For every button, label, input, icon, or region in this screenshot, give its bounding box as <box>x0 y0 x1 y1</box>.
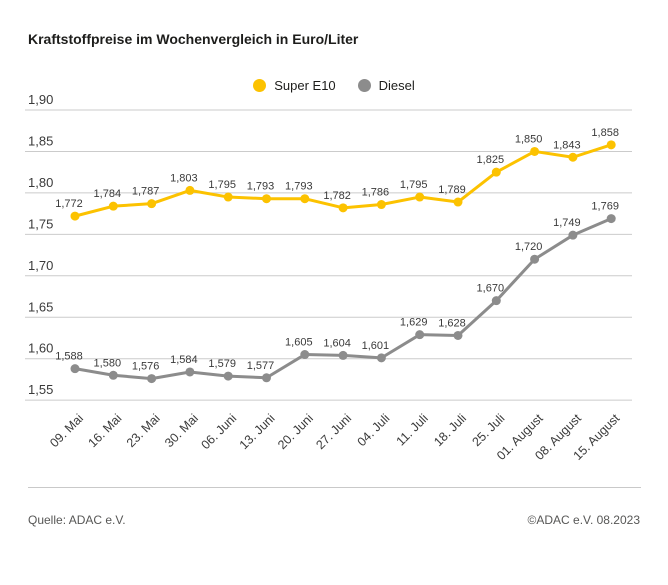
data-point-super-e10 <box>376 200 386 210</box>
y-tick-label: 1,65 <box>28 299 53 314</box>
data-point-super-e10 <box>70 211 80 221</box>
data-point-label-diesel: 1,604 <box>323 337 351 349</box>
data-point-super-e10 <box>415 192 425 202</box>
data-point-diesel <box>453 330 463 340</box>
data-point-label-diesel: 1,579 <box>208 358 236 370</box>
data-point-diesel <box>338 350 348 360</box>
x-tick-label: 11. Juli <box>394 411 431 448</box>
data-point-super-e10 <box>300 194 310 204</box>
data-point-label-super-e10: 1,825 <box>477 154 505 166</box>
data-point-label-diesel: 1,628 <box>438 317 466 329</box>
y-tick-label: 1,70 <box>28 258 53 273</box>
data-point-diesel <box>376 353 386 363</box>
data-point-label-diesel: 1,584 <box>170 354 198 366</box>
data-point-super-e10 <box>530 146 540 156</box>
data-point-diesel <box>606 214 616 224</box>
data-point-label-super-e10: 1,782 <box>323 190 351 202</box>
data-point-label-super-e10: 1,793 <box>285 181 313 193</box>
super-e10-marker-icon <box>253 79 267 92</box>
data-point-label-super-e10: 1,843 <box>553 139 581 151</box>
data-point-label-super-e10: 1,787 <box>132 186 160 198</box>
data-point-label-diesel: 1,576 <box>132 361 160 373</box>
data-point-diesel <box>415 330 425 340</box>
y-tick-label: 1,85 <box>28 133 53 148</box>
data-point-label-diesel: 1,601 <box>362 340 390 352</box>
data-point-super-e10 <box>262 194 271 204</box>
data-point-label-super-e10: 1,858 <box>591 127 619 139</box>
legend-item-diesel: Diesel <box>357 78 415 93</box>
data-point-label-diesel: 1,720 <box>515 241 543 253</box>
y-tick-label: 1,60 <box>28 341 53 356</box>
data-point-label-super-e10: 1,793 <box>247 181 275 193</box>
x-tick-label: 25. Juli <box>470 411 508 449</box>
x-tick-label: 09. Mai <box>47 411 86 450</box>
y-tick-label: 1,80 <box>28 175 53 190</box>
x-tick-label: 20. Juni <box>275 411 316 452</box>
data-point-super-e10 <box>338 203 348 213</box>
x-tick-label: 27. Juni <box>313 411 354 452</box>
legend-label-diesel: Diesel <box>378 78 415 93</box>
data-point-label-diesel: 1,577 <box>247 360 275 372</box>
x-tick-label: 04. Juli <box>355 411 393 449</box>
data-point-super-e10 <box>147 199 157 209</box>
page-title: Kraftstoffpreise im Wochenvergleich in E… <box>28 31 359 47</box>
data-point-super-e10 <box>108 201 118 211</box>
data-point-super-e10 <box>491 167 501 177</box>
x-tick-label: 18. Juli <box>431 411 469 449</box>
data-point-label-diesel: 1,749 <box>553 217 581 229</box>
chart-legend: Super E10 Diesel <box>0 78 668 93</box>
data-point-diesel <box>70 364 80 374</box>
data-point-super-e10 <box>606 140 616 150</box>
x-tick-label: 23. Mai <box>124 411 163 450</box>
data-point-label-super-e10: 1,795 <box>208 179 236 191</box>
data-point-diesel <box>262 373 271 383</box>
data-point-diesel <box>300 350 310 360</box>
data-point-diesel <box>530 254 540 264</box>
x-tick-label: 13. Juni <box>237 411 278 452</box>
footer-source: Quelle: ADAC e.V. <box>28 513 126 527</box>
y-tick-label: 1,55 <box>28 382 53 397</box>
legend-item-super-e10: Super E10 <box>253 78 336 93</box>
data-point-super-e10 <box>453 197 463 207</box>
data-point-label-super-e10: 1,772 <box>55 198 83 210</box>
data-point-super-e10 <box>568 152 578 162</box>
x-tick-label: 16. Mai <box>86 411 125 450</box>
data-point-diesel <box>223 371 233 381</box>
data-point-label-super-e10: 1,803 <box>170 172 198 184</box>
data-point-label-diesel: 1,605 <box>285 337 313 349</box>
y-tick-label: 1,75 <box>28 216 53 231</box>
data-point-label-diesel: 1,588 <box>55 351 83 363</box>
data-point-label-diesel: 1,670 <box>477 283 505 295</box>
y-tick-label: 1,90 <box>28 92 53 107</box>
x-tick-label: 06. Juni <box>198 411 239 452</box>
data-point-label-super-e10: 1,850 <box>515 133 543 145</box>
diesel-marker-icon <box>357 79 371 92</box>
data-point-diesel <box>108 370 118 380</box>
data-point-label-diesel: 1,769 <box>591 201 619 213</box>
data-point-label-super-e10: 1,786 <box>362 187 390 199</box>
data-point-super-e10 <box>185 185 195 195</box>
data-point-label-super-e10: 1,795 <box>400 179 428 191</box>
data-point-label-super-e10: 1,789 <box>438 184 466 196</box>
data-point-diesel <box>568 230 578 240</box>
data-point-diesel <box>147 374 157 384</box>
footer-divider <box>28 487 641 488</box>
legend-label-super-e10: Super E10 <box>274 78 336 93</box>
data-point-super-e10 <box>223 192 233 202</box>
data-point-label-diesel: 1,629 <box>400 317 428 329</box>
data-point-diesel <box>491 296 501 306</box>
data-point-label-diesel: 1,580 <box>94 357 122 369</box>
x-tick-label: 30. Mai <box>162 411 201 450</box>
data-point-diesel <box>185 367 195 377</box>
footer-copyright: ©ADAC e.V. 08.2023 <box>527 513 640 527</box>
data-point-label-super-e10: 1,784 <box>94 188 122 200</box>
